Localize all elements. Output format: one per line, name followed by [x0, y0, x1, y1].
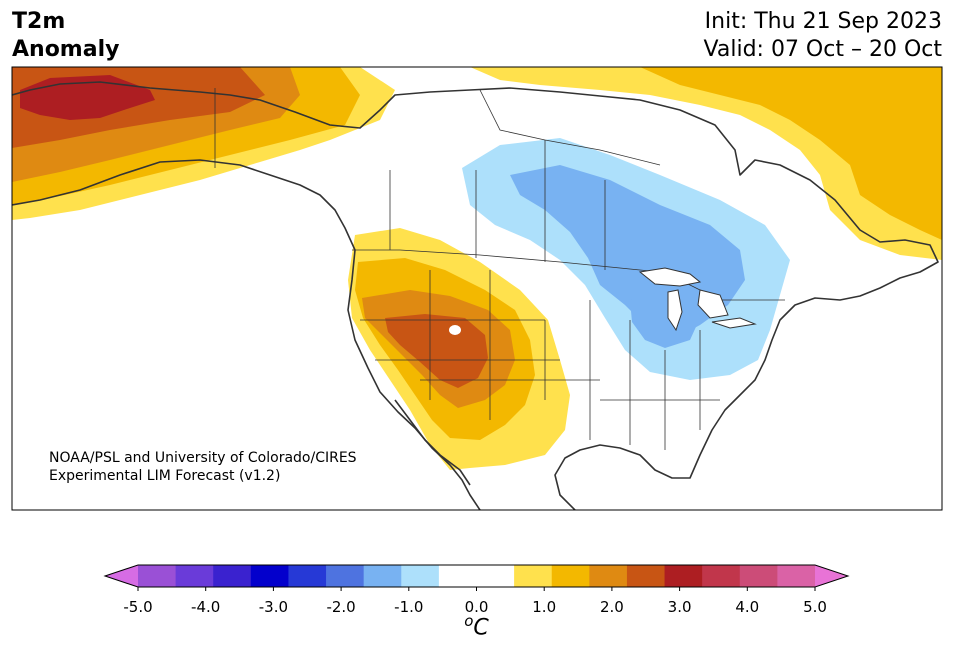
colorbar-tick-label: 2.0	[600, 598, 624, 616]
colorbar-segment	[702, 565, 741, 587]
colorbar-segment	[514, 565, 553, 587]
colorbar-tick-label: -5.0	[123, 598, 152, 616]
colorbar-segment	[175, 565, 214, 587]
map-frame	[11, 66, 943, 511]
colorbar: -5.0 -4.0 -3.0 -2.0 -1.0 0.0 1.0 2.0 3.0 4.0 5.0	[103, 564, 850, 616]
colorbar-segment	[138, 565, 177, 587]
borders	[214, 88, 785, 450]
init-date: Init: Thu 21 Sep 2023	[704, 9, 942, 34]
unit-degree: o	[464, 612, 474, 630]
warm-anomaly-west	[348, 228, 570, 470]
title-line-1: T2m	[12, 9, 66, 34]
map-title: T2m Anomaly	[12, 8, 119, 64]
colorbar-tick-label: 3.0	[668, 598, 692, 616]
colorbar-segment	[589, 565, 628, 587]
valid-date: Valid: 07 Oct – 20 Oct	[703, 37, 942, 62]
colorbar-segment	[739, 565, 778, 587]
credit-line-2: Experimental LIM Forecast (v1.2)	[49, 468, 281, 484]
cool-anomaly-central	[462, 138, 790, 380]
colorbar-segment	[551, 565, 590, 587]
colorbar-tick-label: -4.0	[191, 598, 220, 616]
map-area	[12, 67, 942, 510]
colorbar-unit-label: oC	[0, 612, 953, 640]
colorbar-segment	[664, 565, 703, 587]
title-line-2: Anomaly	[12, 37, 120, 62]
colorbar-segment	[288, 565, 327, 587]
colorbar-segment	[326, 565, 365, 587]
colorbar-segment	[476, 565, 515, 587]
forecast-dates: Init: Thu 21 Sep 2023 Valid: 07 Oct – 20…	[704, 8, 942, 64]
colorbar-tick-label: -1.0	[394, 598, 423, 616]
great-lakes	[638, 267, 757, 332]
colorbar-extend-high	[815, 565, 848, 587]
credit-text: NOAA/PSL and University of Colorado/CIRE…	[49, 449, 357, 485]
colorbar-tick-label: 4.0	[735, 598, 759, 616]
colorbar-segment	[250, 565, 289, 587]
colorbar-tick-label: 1.0	[532, 598, 556, 616]
colorbar-tick-label: -3.0	[259, 598, 288, 616]
colorbar-tick-label: 5.0	[803, 598, 827, 616]
colorbar-segment	[213, 565, 252, 587]
colorbar-segment	[363, 565, 402, 587]
colorbar-extend-low	[105, 565, 138, 587]
colorbar-segment	[777, 565, 816, 587]
credit-line-1: NOAA/PSL and University of Colorado/CIRE…	[49, 450, 357, 466]
colorbar-segment	[401, 565, 440, 587]
colorbar-segment	[626, 565, 666, 587]
colorbar-tick-label: 0.0	[465, 598, 489, 616]
warm-anomaly-alaska	[12, 67, 395, 220]
colorbar-tick-label: -2.0	[326, 598, 355, 616]
unit-celsius: C	[473, 615, 489, 641]
colorbar-segment	[438, 565, 477, 587]
warm-anomaly-northeast	[470, 67, 942, 260]
